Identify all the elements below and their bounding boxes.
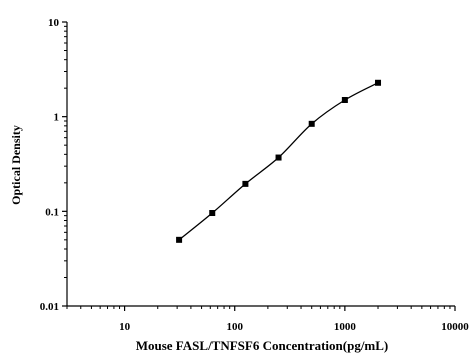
data-point — [242, 180, 249, 187]
x-axis-title: Mouse FASL/TNFSF6 Concentration(pg/mL) — [136, 338, 389, 353]
data-point — [209, 210, 216, 217]
y-tick-label: 0.01 — [40, 301, 59, 313]
data-point — [308, 120, 315, 127]
x-axis-ticks: 10 100 1000 10000 — [66, 306, 469, 333]
x-tick-label: 100 — [226, 321, 243, 333]
data-point — [341, 96, 348, 103]
y-axis-title: Optical Density — [9, 125, 23, 205]
data-point — [176, 236, 183, 243]
y-tick-label: 0.1 — [45, 206, 59, 218]
y-tick-label: 1 — [54, 112, 60, 124]
x-tick-label: 10 — [119, 321, 131, 333]
x-tick-label: 10000 — [441, 321, 469, 333]
axes — [66, 22, 455, 307]
fitted-curve — [178, 82, 379, 241]
data-point — [275, 154, 282, 161]
data-point — [375, 79, 382, 86]
data-points — [176, 79, 382, 243]
x-tick-label: 1000 — [334, 321, 357, 333]
y-tick-label: 10 — [48, 17, 60, 29]
y-axis-ticks: 0.01 0.1 1 10 — [40, 17, 67, 313]
